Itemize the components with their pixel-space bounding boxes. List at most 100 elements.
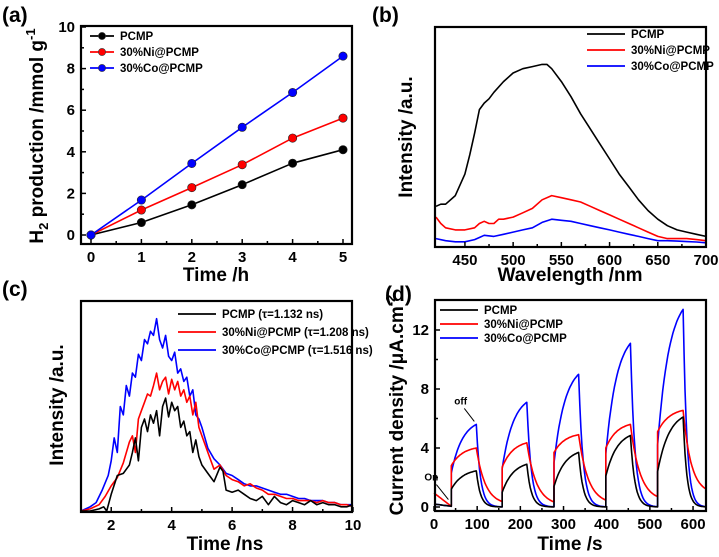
x-tick-label: 8: [288, 517, 296, 534]
panel-b-legend: PCMP 30%Ni@PCMP 30%Co@PCMP: [587, 29, 714, 73]
series-line: [435, 194, 707, 242]
x-tick-label: 600: [597, 252, 622, 269]
legend-entry: 30%Ni@PCMP: [484, 319, 563, 331]
x-tick-label: 500: [637, 516, 662, 533]
series-line: [435, 218, 707, 244]
panel-d-ticks: 0 100 200 300 400 500 600 0 4 8 12: [412, 322, 705, 533]
panel-a-marks: [86, 51, 348, 240]
x-tick-label: 10: [345, 517, 362, 534]
panel-b-marks: [435, 63, 707, 244]
y-tick-label: 12: [412, 322, 429, 339]
panel-d-legend: PCMP 30%Ni@PCMP 30%Co@PCMP: [440, 305, 567, 345]
panel-b-ticks: 450 500 550 600 650 700: [452, 242, 719, 269]
panel-c-xlabel: Time /ns: [187, 534, 264, 555]
panel-c-legend: PCMP (τ=1.132 ns) 30%Ni@PCMP (τ=1.208 ns)…: [178, 309, 373, 357]
ylabel-main: H: [27, 230, 48, 244]
y-tick-label: 8: [421, 381, 429, 398]
legend-entry: 30%Ni@PCMP (τ=1.208 ns): [222, 327, 369, 339]
annotation-arrow: [463, 408, 475, 422]
data-point: [237, 160, 247, 170]
panel-d: (d) 0 100 200 300 400 500 600 0 4 8 12 PCMP 30%Ni@P…: [383, 283, 708, 555]
legend-entry: 30%Co@PCMP: [120, 63, 203, 75]
x-tick-label: 500: [501, 252, 526, 269]
series-line: [433, 409, 707, 508]
panel-b-ylabel: Intensity /a.u.: [396, 76, 417, 197]
x-tick-label: 0: [87, 249, 95, 266]
series-line: [81, 397, 354, 512]
panel-d-ylabel: Current density /μA.cm-2: [383, 295, 408, 516]
panel-c: (c) 2 4 6 8 10 PCMP (τ=1.132 ns) 30%Ni@PCMP (…: [2, 278, 373, 555]
x-tick-label: 100: [465, 516, 490, 533]
legend-entry: PCMP: [484, 305, 518, 317]
data-point: [237, 122, 247, 132]
series-line: [433, 308, 707, 508]
panel-b-xlabel: Wavelength /nm: [498, 265, 643, 286]
panel-d-xlabel: Time /s: [537, 534, 602, 555]
legend-marker: [98, 48, 106, 56]
x-tick-label: 650: [645, 252, 670, 269]
series-line: [90, 117, 344, 236]
series-line: [80, 372, 354, 512]
y-tick-label: 6: [67, 102, 75, 119]
x-tick-label: 400: [594, 516, 619, 533]
legend-entry: 30%Ni@PCMP: [631, 45, 710, 57]
panel-c-frame: [79, 299, 354, 514]
panel-c-ticks: 2 4 6 8 10: [107, 507, 361, 534]
data-point: [136, 205, 146, 215]
annotation-on: On: [424, 473, 438, 484]
legend-entry: PCMP: [120, 31, 154, 43]
data-point: [187, 158, 197, 168]
y-tick-label: 10: [58, 19, 75, 36]
y-tick-label: 4: [67, 144, 76, 161]
data-point: [288, 158, 298, 168]
panel-label-b: (b): [372, 4, 399, 27]
data-point: [338, 51, 348, 61]
x-tick-label: 0: [430, 516, 438, 533]
x-tick-label: 3: [238, 249, 246, 266]
x-tick-label: 550: [549, 252, 574, 269]
panel-d-annotations: On off: [424, 396, 475, 500]
legend-entry: PCMP (τ=1.132 ns): [222, 309, 323, 321]
legend-entry: PCMP: [631, 29, 665, 41]
series-line: [90, 148, 344, 236]
x-tick-label: 6: [228, 517, 236, 534]
x-tick-label: 450: [452, 252, 477, 269]
ylabel-main: Current density /μA.cm: [387, 306, 408, 515]
x-tick-label: 4: [167, 517, 176, 534]
x-tick-label: 5: [339, 249, 347, 266]
legend-marker: [98, 64, 106, 72]
data-point: [338, 145, 348, 155]
x-tick-label: 2: [188, 249, 196, 266]
legend-entry: 30%Ni@PCMP: [120, 47, 199, 59]
panel-label-c: (c): [2, 278, 28, 301]
panel-b-frame: [433, 25, 708, 249]
panel-c-ylabel: Intensity /a.u.: [47, 344, 68, 465]
data-point: [237, 180, 247, 190]
panel-a-ticks: 0 1 2 3 4 5 0 2 4 6 8 10: [58, 19, 347, 266]
series-line: [433, 416, 706, 508]
panel-label-a: (a): [2, 4, 28, 27]
panel-d-frame: [433, 298, 708, 513]
y-tick-label: 2: [67, 185, 75, 202]
legend-entry: 30%Co@PCMP: [484, 333, 567, 345]
ylabel-rest: production /mmol g: [27, 40, 48, 223]
panel-a-ylabel: H2 production /mmol g-1: [23, 28, 51, 243]
data-point: [187, 200, 197, 210]
data-point: [187, 183, 197, 193]
panel-c-marks: [80, 317, 354, 512]
series-line: [80, 317, 353, 512]
data-point: [288, 133, 298, 143]
panel-a-xlabel: Time /h: [183, 265, 249, 286]
data-point: [338, 113, 348, 123]
annotation-arrow: [436, 484, 449, 500]
annotation-off: off: [454, 396, 467, 407]
y-tick-label: 0: [421, 499, 429, 516]
ylabel-sub: 2: [36, 223, 51, 230]
data-point: [136, 195, 146, 205]
panel-a: (a) 0 1 2 3 4 5 0 2 4 6 8 10 PCMP 30%Ni@PCMP 30%Co@PC…: [2, 4, 354, 286]
data-point: [86, 230, 96, 240]
ylabel-sup: -1: [23, 28, 38, 40]
panel-b: (b) 450 500 550 600 650 700 PCMP 30%Ni@PCMP 30%…: [372, 4, 719, 286]
x-tick-label: 1: [137, 249, 145, 266]
legend-marker: [98, 32, 106, 40]
